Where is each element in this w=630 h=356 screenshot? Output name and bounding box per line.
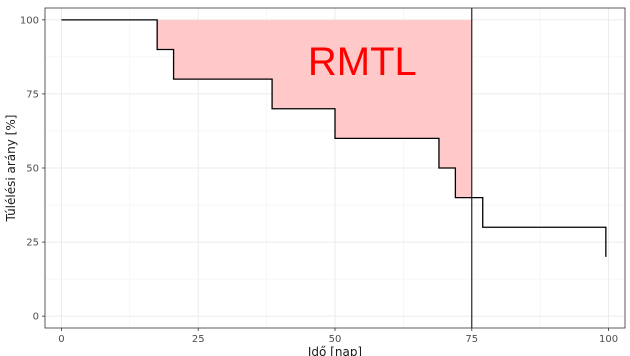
y-tick-label: 25 (26, 238, 39, 249)
y-tick-label: 0 (33, 312, 39, 323)
x-tick-label: 50 (329, 334, 342, 345)
x-tick-label: 0 (58, 334, 64, 345)
y-axis-ticks: 0 25 50 75 100 (20, 15, 45, 323)
x-tick-label: 100 (599, 334, 618, 345)
x-axis-ticks: 0 25 50 75 100 (58, 328, 618, 345)
rmtl-shaded-area (61, 19, 472, 198)
x-axis-title: Idő [nap] (308, 345, 362, 356)
survival-step-curve (61, 19, 607, 257)
x-tick-label: 25 (192, 334, 205, 345)
y-axis-title: Túlélési arány [%] (4, 115, 18, 223)
x-tick-label: 75 (465, 334, 478, 345)
y-tick-label: 75 (26, 89, 39, 100)
rmtl-annotation: RMTL (308, 40, 417, 84)
y-tick-label: 100 (20, 15, 39, 26)
y-tick-label: 50 (26, 164, 39, 175)
